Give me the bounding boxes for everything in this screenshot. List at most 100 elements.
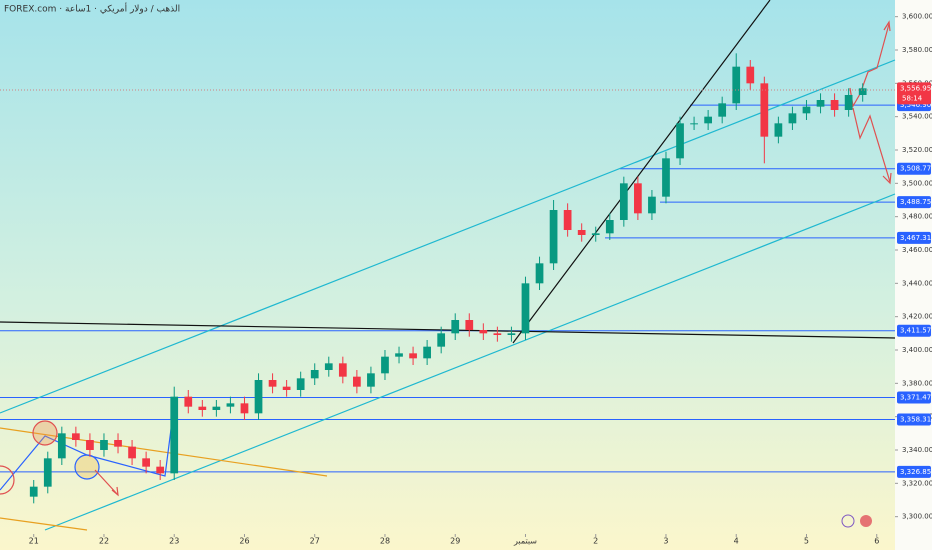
orange-line [0, 517, 88, 531]
y-tick-label: 3,460.00 [902, 246, 932, 254]
x-tick-label: 29 [450, 537, 460, 546]
x-tick-label: 6 [874, 537, 879, 546]
level-label: 3,326.85 [900, 468, 931, 476]
y-tick-label: 3,580.00 [902, 46, 932, 54]
y-tick-label: 3,400.00 [902, 346, 932, 354]
x-tick-label: 5 [804, 537, 809, 546]
candle-body [704, 116, 712, 124]
candle-body [72, 433, 80, 440]
level-tag [897, 324, 931, 337]
candle-body [493, 333, 502, 335]
x-tick-label: 22 [99, 537, 109, 546]
candle-body [634, 183, 642, 214]
candle-body [760, 83, 769, 137]
arrow-down [852, 107, 891, 183]
level-label: 3,467.31 [900, 234, 931, 242]
candle-body [296, 378, 305, 390]
candle-body [170, 396, 179, 474]
y-tick-label: 3,340.00 [902, 446, 932, 454]
candle-body [254, 380, 263, 414]
candle-body [605, 220, 614, 234]
y-tick-label: 3,480.00 [902, 213, 932, 221]
channel-upper [0, 59, 896, 414]
candle-body [282, 386, 291, 390]
candle-body [353, 376, 361, 387]
chart-title: FOREX.com · الذهب / دولار أمريكي · 1ساعة [4, 3, 180, 15]
horizontal-trend-line [0, 321, 896, 339]
y-tick-label: 3,600.00 [902, 13, 932, 21]
candle-body [100, 440, 108, 450]
level-tag [897, 413, 931, 426]
candle-body [535, 263, 544, 284]
level-tag [897, 465, 931, 478]
orange-line [0, 427, 328, 477]
candle-body [774, 123, 783, 137]
candle-body [437, 333, 446, 347]
arrow-head [883, 20, 891, 32]
candle-body [43, 458, 52, 487]
marker-circle [0, 465, 15, 495]
candle-body [310, 370, 319, 379]
candle-body [184, 396, 193, 407]
candle-body [788, 113, 797, 124]
candle-body [465, 320, 474, 330]
x-tick-label: 26 [239, 537, 249, 546]
y-tick-label: 3,440.00 [902, 279, 932, 287]
event-icon [841, 514, 855, 528]
y-tick-label: 3,320.00 [902, 479, 932, 487]
last-price-tag [897, 82, 931, 105]
candle-body [507, 333, 516, 335]
candles [29, 53, 867, 504]
trend-line [512, 0, 771, 344]
axis-labels: 3,600.003,580.003,560.003,540.003,520.00… [29, 13, 932, 546]
candle-body [29, 486, 38, 497]
candle-body [732, 66, 741, 104]
candle-body [549, 210, 558, 264]
candle-body [858, 88, 867, 95]
x-tick-label: 4 [734, 537, 739, 546]
level-label: 3,488.75 [900, 198, 931, 206]
candle-body [395, 353, 403, 357]
level-label: 3,371.47 [900, 394, 931, 402]
y-tick-label: 3,520.00 [902, 146, 932, 154]
candle-body [521, 283, 530, 334]
candle-body [156, 466, 165, 474]
candle-body [114, 440, 122, 447]
marker-circle [32, 420, 58, 446]
candle-body [212, 406, 221, 410]
y-tick-label: 3,540.00 [902, 113, 932, 121]
drawings [0, 0, 896, 531]
marker-circle [74, 454, 100, 480]
event-icon [860, 515, 872, 527]
candle-body [648, 196, 656, 214]
x-tick-label: 23 [169, 537, 179, 546]
level-label: 3,508.77 [900, 165, 931, 173]
arrow-head [111, 486, 119, 497]
candle-body [802, 106, 811, 114]
candle-body [423, 346, 431, 359]
candle-body [86, 440, 94, 450]
candle-body [57, 433, 66, 459]
candle-body [381, 356, 389, 374]
candle-body [128, 446, 136, 459]
countdown: 58:14 [902, 94, 923, 102]
candle-body [479, 330, 488, 334]
x-tick-label: 2 [593, 537, 598, 546]
y-tick-label: 3,420.00 [902, 313, 932, 321]
y-tick-label: 3,300.00 [902, 513, 932, 521]
candle-body [563, 210, 572, 230]
level-label: 3,358.31 [900, 415, 931, 423]
arrow [94, 469, 119, 496]
y-tick-label: 3,500.00 [902, 179, 932, 187]
y-tick-label: 3,380.00 [902, 379, 932, 387]
candle-body [718, 103, 727, 117]
candle-body [226, 403, 235, 407]
x-tick-label: 28 [380, 537, 390, 546]
candle-body [746, 66, 755, 84]
candle-body [240, 403, 249, 414]
x-tick-label: 21 [29, 537, 39, 546]
candle-body [409, 353, 417, 359]
candle-body [591, 233, 600, 235]
last-price-label: 3,556.95 [900, 84, 931, 92]
candle-body [816, 100, 825, 107]
